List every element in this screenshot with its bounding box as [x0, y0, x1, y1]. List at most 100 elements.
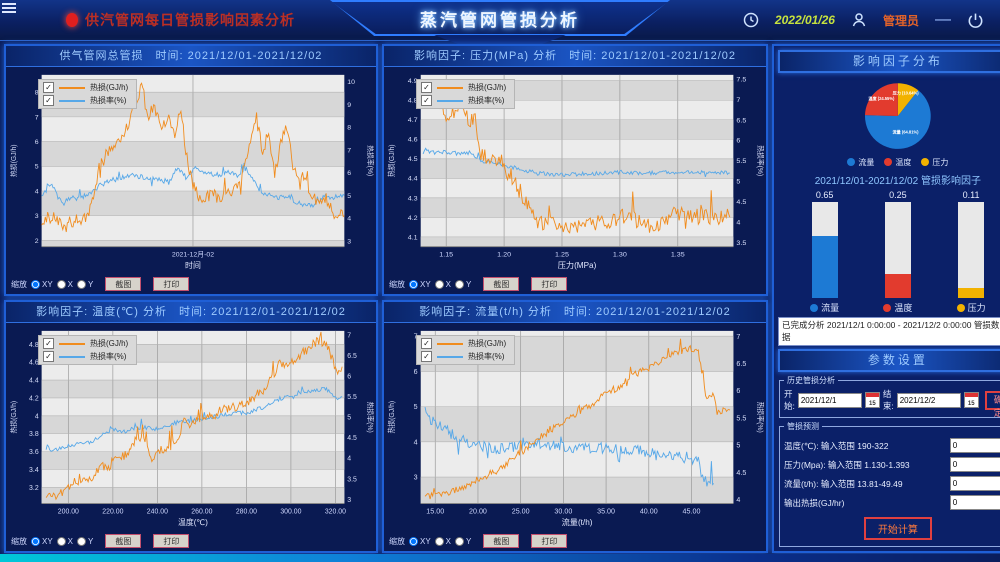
svg-text:4.2: 4.2	[408, 215, 418, 222]
minimize-button[interactable]: —	[935, 11, 951, 28]
zoom-x-radio[interactable]: X	[434, 279, 451, 289]
pressure-dot-icon	[956, 303, 965, 312]
svg-text:4.2: 4.2	[29, 395, 39, 402]
screenshot-button[interactable]: 截图	[105, 534, 142, 548]
series2-checkbox[interactable]: ✓	[43, 351, 54, 362]
svg-text:3.5: 3.5	[736, 240, 746, 247]
influence-bar-chart: 0.65 流量 0.25 温度 0.11 压力	[778, 190, 1000, 314]
svg-text:温度(℃): 温度(℃)	[178, 517, 208, 527]
svg-text:320.00: 320.00	[325, 508, 346, 515]
series1-checkbox[interactable]: ✓	[421, 338, 432, 349]
bar-pressure: 0.11 压力	[946, 190, 996, 314]
series2-checkbox[interactable]: ✓	[421, 351, 432, 362]
bar-track	[884, 202, 911, 299]
zoom-xy-radio[interactable]: XY	[31, 279, 53, 289]
chart-controls: 缩放 XY X Y 截图 打印	[384, 531, 766, 551]
prediction-group-label: 管损预测	[787, 422, 819, 431]
start-date-input[interactable]	[797, 392, 862, 408]
panel-temperature: 影响因子: 温度(℃) 分析 时间: 2021/12/01-2021/12/02…	[4, 300, 378, 553]
panel-title-total-loss: 供气管网总管损 时间: 2021/12/01-2021/12/02	[6, 46, 376, 67]
print-button[interactable]: 打印	[531, 534, 568, 548]
line-chart-total-loss[interactable]: 2021-12月-02 2 3 4 5 6 7 8 3 4 5 6 7 8 9 10 热损(GJ/h) 热损率(%…	[8, 69, 374, 272]
svg-text:7: 7	[347, 332, 351, 339]
flow-input[interactable]	[949, 476, 1000, 491]
svg-text:8: 8	[35, 90, 39, 97]
series1-checkbox[interactable]: ✓	[43, 82, 54, 93]
svg-text:4: 4	[414, 439, 418, 446]
bottom-accent-bar	[0, 554, 1000, 562]
series1-checkbox[interactable]: ✓	[43, 338, 54, 349]
zoom-y-radio[interactable]: Y	[77, 279, 93, 289]
zoom-y-radio[interactable]: Y	[455, 279, 471, 289]
svg-text:40.00: 40.00	[640, 508, 658, 515]
zoom-x-radio[interactable]: X	[56, 279, 73, 289]
clock-icon	[743, 12, 759, 28]
print-button[interactable]: 打印	[153, 277, 190, 291]
svg-text:7.5: 7.5	[736, 77, 746, 84]
series2-checkbox[interactable]: ✓	[421, 95, 432, 106]
print-button[interactable]: 打印	[153, 534, 190, 548]
menu-icon[interactable]	[2, 3, 16, 13]
print-button[interactable]: 打印	[531, 277, 568, 291]
bar-track	[958, 202, 985, 299]
svg-text:4.1: 4.1	[408, 234, 418, 241]
red-dot-icon	[66, 13, 78, 27]
screenshot-button[interactable]: 截图	[483, 534, 520, 548]
svg-text:4.5: 4.5	[347, 435, 357, 442]
svg-text:1.35: 1.35	[671, 252, 685, 259]
zoom-xy-radio[interactable]: XY	[31, 536, 53, 546]
series2-line-icon	[437, 355, 463, 358]
zoom-y-radio[interactable]: Y	[455, 536, 471, 546]
svg-text:4: 4	[736, 220, 740, 227]
zoom-x-radio[interactable]: X	[56, 536, 73, 546]
pressure-input[interactable]	[949, 457, 1000, 472]
panel-total-loss: 供气管网总管损 时间: 2021/12/01-2021/12/02 ✓ 热损(GJ…	[4, 44, 378, 296]
svg-text:6: 6	[736, 138, 740, 145]
zoom-x-radio[interactable]: X	[434, 536, 451, 546]
zoom-mode-label: 缩放	[389, 279, 405, 289]
svg-text:7: 7	[35, 114, 39, 121]
series1-checkbox[interactable]: ✓	[421, 82, 432, 93]
main-grid: 供气管网总管损 时间: 2021/12/01-2021/12/02 ✓ 热损(GJ…	[4, 44, 1000, 553]
bar-temperature: 0.25 温度	[873, 190, 923, 314]
loss-prediction-group: 管损预测 温度(℃): 输入范围 190-322 压力(Mpa): 输入范围 1…	[779, 421, 1000, 547]
flow-range-label: 流量(t/h): 输入范围 13.81-49.49	[784, 478, 903, 489]
svg-text:6: 6	[736, 388, 740, 395]
svg-text:1.25: 1.25	[555, 252, 569, 259]
screenshot-button[interactable]: 截图	[483, 277, 520, 291]
zoom-y-radio[interactable]: Y	[77, 536, 93, 546]
start-calculation-button[interactable]: 开始计算	[863, 517, 932, 540]
svg-text:9: 9	[347, 102, 351, 109]
analysis-status-box[interactable]: 已完成分析 2021/12/1 0:00:00 - 2021/12/2 0:00…	[778, 317, 1000, 346]
svg-text:6.5: 6.5	[736, 117, 746, 124]
svg-text:4.9: 4.9	[408, 78, 418, 85]
series1-label: 热损(GJ/h)	[90, 83, 129, 92]
svg-text:7: 7	[736, 334, 740, 341]
svg-text:3.8: 3.8	[29, 431, 39, 438]
zoom-xy-radio[interactable]: XY	[409, 279, 431, 289]
bar-category: 压力	[956, 301, 986, 314]
influence-pie-chart: 压力 (10.64%) 流量 (64.81%) 温度 (24.55%)	[864, 83, 931, 149]
bar-track	[811, 202, 838, 299]
end-date-input[interactable]	[896, 392, 961, 408]
start-calendar-icon[interactable]	[864, 392, 880, 408]
power-button[interactable]	[967, 12, 984, 29]
svg-text:1.30: 1.30	[613, 252, 627, 259]
temperature-input[interactable]	[949, 438, 1000, 453]
line-chart-flow[interactable]: 15.00 20.00 25.00 30.00 35.00 40.00 45.00 3 4 5 6 7…	[386, 325, 764, 529]
svg-text:240.00: 240.00	[147, 508, 168, 515]
svg-text:4.4: 4.4	[29, 378, 39, 385]
svg-text:压力(MPa): 压力(MPa)	[558, 260, 597, 270]
chart-box-total-loss: ✓ 热损(GJ/h) ✓ 热损率(%) 2021-12月-02 2 3 4 5 6 7 8 3 4 5 6…	[8, 69, 374, 272]
output-loss-input[interactable]	[949, 495, 1000, 510]
end-calendar-icon[interactable]	[963, 392, 979, 408]
series2-line-icon	[437, 99, 463, 102]
svg-text:4.8: 4.8	[29, 342, 39, 349]
screenshot-button[interactable]: 截图	[105, 277, 142, 291]
svg-text:2: 2	[35, 238, 39, 245]
svg-text:3: 3	[414, 475, 418, 482]
confirm-button[interactable]: 确定	[984, 390, 1000, 418]
series2-checkbox[interactable]: ✓	[43, 95, 54, 106]
zoom-xy-radio[interactable]: XY	[409, 536, 431, 546]
svg-text:压力 (10.64%): 压力 (10.64%)	[893, 90, 920, 96]
